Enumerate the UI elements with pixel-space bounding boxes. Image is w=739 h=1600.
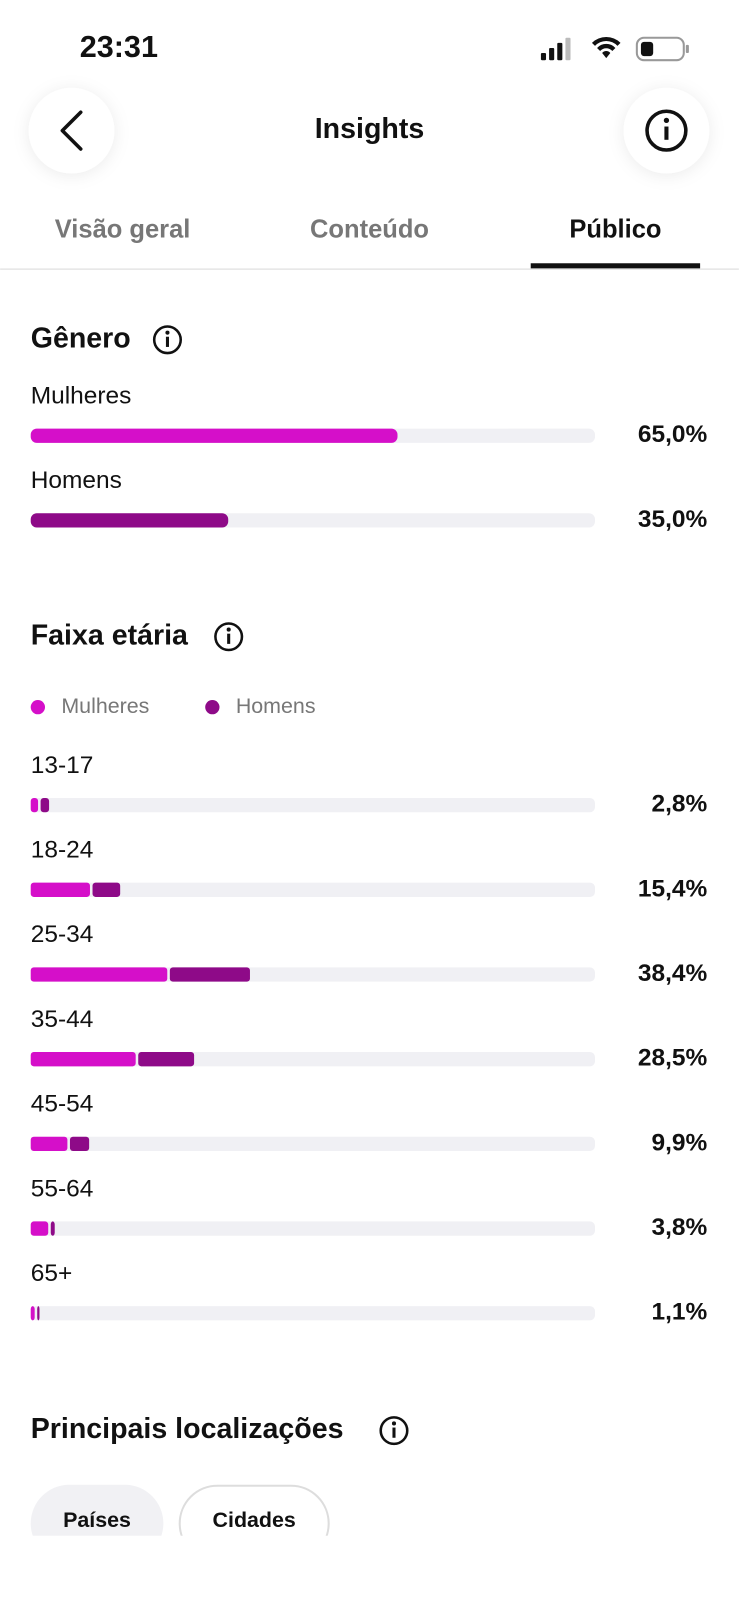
bar-track [30, 882, 596, 897]
legend-dot [30, 700, 46, 715]
info-icon [392, 1427, 396, 1438]
tab-indicator [530, 263, 701, 269]
bar-segment [37, 1306, 40, 1321]
value-label: 2,8% [651, 791, 707, 818]
value-label: 3,8% [651, 1214, 707, 1241]
info-icon [214, 622, 244, 652]
bar-track [30, 1306, 596, 1321]
status-time: 23:31 [80, 30, 158, 64]
legend-label: Mulheres [61, 694, 149, 718]
tab-active[interactable]: Público [569, 215, 661, 243]
row-label: Homens [31, 467, 122, 494]
legend-dot [205, 700, 220, 715]
row-label: 25-34 [31, 921, 94, 948]
bar-segment [40, 797, 50, 813]
page-title: Insights [315, 113, 425, 145]
pill-label: Países [63, 1508, 131, 1532]
tab[interactable]: Conteúdo [310, 215, 429, 243]
bar-segment [69, 1136, 90, 1152]
bar-segment [30, 1052, 136, 1067]
bar [30, 513, 229, 528]
bar-segment [50, 1221, 55, 1236]
info-icon [165, 336, 169, 347]
bar-segment [138, 1052, 195, 1067]
value-label: 1,1% [651, 1299, 707, 1326]
section-title: Gênero [31, 322, 131, 354]
info-icon [645, 109, 688, 152]
row-label: 45-54 [31, 1091, 94, 1118]
value-label: 9,9% [651, 1129, 707, 1156]
back-button[interactable] [28, 87, 115, 174]
info-icon [227, 633, 231, 644]
bar-segment [30, 1136, 68, 1152]
info-icon [391, 1421, 397, 1426]
bar-segment [30, 797, 39, 813]
value-label: 15,4% [638, 875, 708, 902]
separator [0, 268, 739, 270]
bar-segment [30, 1306, 35, 1321]
row-label: 18-24 [31, 836, 94, 863]
bar-track [30, 1136, 596, 1152]
info-icon [152, 325, 182, 355]
bar-segment [30, 967, 168, 982]
bar [30, 428, 398, 443]
value-label: 28,5% [638, 1045, 708, 1072]
section-title: Faixa etária [31, 619, 189, 651]
value-label: 38,4% [638, 960, 708, 987]
bar-segment [30, 882, 90, 897]
legend-label: Homens [236, 694, 316, 718]
bar-track [30, 1221, 596, 1236]
row-label: 65+ [31, 1260, 73, 1287]
tab[interactable]: Visão geral [55, 215, 191, 243]
bar-track [30, 797, 596, 813]
info-icon [226, 627, 231, 632]
bar-segment [30, 1221, 49, 1236]
pill-label: Cidades [213, 1508, 296, 1532]
info-icon [165, 330, 170, 335]
row-label: 35-44 [31, 1006, 94, 1033]
status-icons [540, 36, 689, 62]
value-label: 65,0% [638, 421, 708, 448]
bar-segment [92, 882, 121, 897]
row-label: 13-17 [31, 752, 94, 779]
bar-segment [169, 967, 250, 982]
row-label: 55-64 [31, 1175, 94, 1202]
info-icon [379, 1416, 409, 1446]
row-label: Mulheres [31, 382, 132, 409]
value-label: 35,0% [638, 506, 708, 533]
back-icon [60, 110, 83, 151]
section-title: Principais localizações [31, 1413, 344, 1445]
bottom-fade [0, 1535, 739, 1600]
